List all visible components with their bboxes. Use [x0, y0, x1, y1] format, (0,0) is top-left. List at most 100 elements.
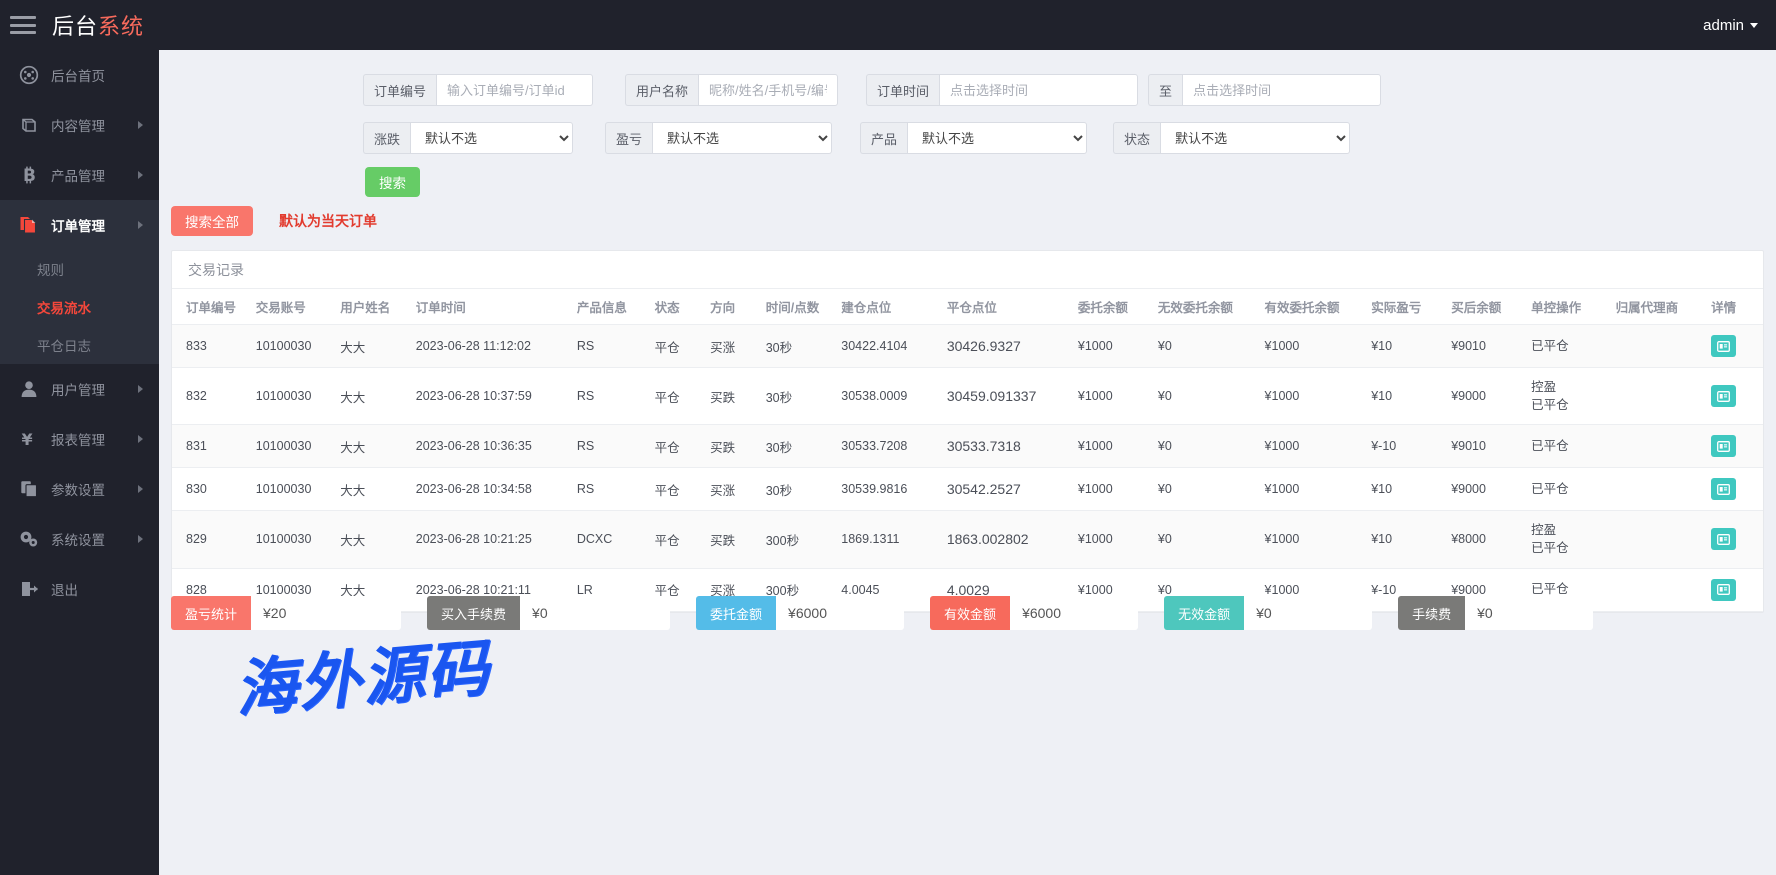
- cell-duration: 30秒: [759, 467, 836, 512]
- user-menu[interactable]: admin: [1703, 17, 1758, 34]
- th-direction: 方向: [704, 289, 760, 325]
- cell-duration: 300秒: [759, 510, 836, 569]
- summary-label: 盈亏统计: [171, 596, 252, 630]
- th-order-no: 订单编号: [172, 289, 250, 325]
- product-select[interactable]: 默认不选: [907, 122, 1088, 154]
- cell-direction: 买跌: [704, 367, 760, 426]
- search-button[interactable]: 搜索: [365, 167, 420, 197]
- summary-label: 委托金额: [696, 596, 777, 630]
- filter-profit-label: 盈亏: [605, 122, 653, 154]
- sidebar-item-label: 系统设置: [51, 533, 105, 548]
- svg-text:B: B: [23, 166, 36, 185]
- cell-duration: 30秒: [759, 324, 836, 368]
- cell-user: 大大: [334, 467, 410, 512]
- sidebar-subitem-transactions[interactable]: 交易流水: [0, 288, 159, 326]
- table-row[interactable]: 831 10100030 大大 2023-06-28 10:36:35 RS 平仓 买跌 30…: [172, 424, 1763, 469]
- hamburger-icon[interactable]: [10, 16, 36, 34]
- order-time-start-input[interactable]: [939, 74, 1139, 106]
- sidebar-item-logout[interactable]: 退出: [0, 564, 159, 614]
- filter-user-name: 用户名称: [625, 74, 839, 106]
- user-name-input[interactable]: [698, 74, 839, 106]
- direction-select[interactable]: 默认不选: [410, 122, 574, 154]
- summary-value: ¥6000: [776, 596, 905, 630]
- status-select[interactable]: 默认不选: [1160, 122, 1351, 154]
- th-status: 状态: [648, 289, 705, 325]
- sidebar: 后台首页 内容管理 B 产品管理 订单管理 规则 交易流水 平仓日志: [0, 50, 159, 875]
- sidebar-item-system[interactable]: 系统设置: [0, 514, 159, 564]
- brand-logo[interactable]: 后台系统: [52, 9, 144, 41]
- th-agent: 归属代理商: [1609, 289, 1706, 325]
- cell-entrust: ¥1000: [1071, 424, 1152, 469]
- detail-icon[interactable]: [1711, 435, 1737, 458]
- cell-account: 10100030: [249, 467, 335, 512]
- sidebar-item-reports[interactable]: ¥ 报表管理: [0, 414, 159, 464]
- sidebar-item-label: 退出: [51, 583, 78, 598]
- cell-duration: 30秒: [759, 367, 836, 426]
- cell-status: 平仓: [648, 324, 705, 368]
- table-row[interactable]: 830 10100030 大大 2023-06-28 10:34:58 RS 平仓 买涨 30…: [172, 467, 1763, 512]
- cell-product: RS: [570, 324, 649, 368]
- cell-status: 平仓: [648, 510, 705, 569]
- detail-icon[interactable]: [1711, 578, 1737, 601]
- detail-icon[interactable]: [1711, 335, 1737, 357]
- cell-balance-after: ¥9000: [1445, 367, 1526, 426]
- detail-icon[interactable]: [1711, 478, 1737, 501]
- cell-entrust: ¥1000: [1071, 510, 1152, 569]
- sidebar-item-dashboard[interactable]: 后台首页: [0, 50, 159, 100]
- control-tag: 已平仓: [1531, 541, 1569, 556]
- cell-close-price: 30533.7318: [940, 424, 1072, 469]
- brand-accent: 系统: [98, 14, 145, 39]
- cell-order-no: 833: [172, 324, 250, 368]
- th-open-price: 建仓点位: [835, 289, 941, 325]
- cell-entrust: ¥1000: [1071, 367, 1152, 426]
- detail-icon[interactable]: [1711, 528, 1737, 551]
- cell-close-price: 1863.002802: [940, 510, 1072, 569]
- search-all-button[interactable]: 搜索全部: [171, 206, 253, 236]
- cell-entrust: ¥1000: [1071, 467, 1152, 512]
- th-balance-after: 买后余额: [1445, 289, 1526, 325]
- sidebar-item-params[interactable]: 参数设置: [0, 464, 159, 514]
- cell-close-price: 30426.9327: [940, 324, 1072, 368]
- cell-balance-after: ¥9010: [1445, 324, 1526, 368]
- sidebar-subitem-close-log[interactable]: 平仓日志: [0, 326, 159, 364]
- gears-icon: [18, 528, 40, 550]
- cell-open-price: 30533.7208: [835, 424, 941, 469]
- sidebar-item-label: 内容管理: [51, 119, 105, 134]
- summary-group: 盈亏统计 ¥20: [171, 596, 402, 630]
- table-row[interactable]: 829 10100030 大大 2023-06-28 10:21:25 DCXC 平仓 买跌…: [172, 510, 1763, 569]
- filter-row-1: 订单编号 用户名称 订单时间 至: [159, 66, 1382, 114]
- cell-close-price: 30542.2527: [940, 467, 1072, 512]
- table-row[interactable]: 833 10100030 大大 2023-06-28 11:12:02 RS 平仓 买涨 30…: [172, 324, 1763, 368]
- user-icon: [18, 378, 40, 400]
- top-bar: 后台系统 admin: [0, 0, 1776, 50]
- cell-duration: 30秒: [759, 424, 836, 469]
- copy-icon: [18, 478, 40, 500]
- sidebar-item-content[interactable]: 内容管理: [0, 100, 159, 150]
- hamburger-line: [10, 23, 36, 27]
- cell-detail: [1705, 467, 1763, 512]
- cell-agent: [1609, 424, 1706, 469]
- summary-group: 有效金额 ¥6000: [930, 596, 1139, 630]
- cell-detail: [1705, 510, 1763, 569]
- chevron-right-icon: [138, 385, 143, 393]
- chevron-right-icon: [138, 485, 143, 493]
- cell-detail: [1705, 324, 1763, 368]
- cell-balance-after: ¥9000: [1445, 467, 1526, 512]
- sidebar-item-label: 订单管理: [51, 219, 105, 234]
- sidebar-item-users[interactable]: 用户管理: [0, 364, 159, 414]
- transactions-card: 交易记录 订单编号 交易账号 用户姓名 订单时间 产品信息 状态 方向 时间/点…: [171, 250, 1764, 613]
- filter-order-no-label: 订单编号: [363, 74, 437, 106]
- sidebar-item-orders[interactable]: 订单管理: [0, 200, 159, 250]
- detail-icon[interactable]: [1711, 385, 1737, 408]
- th-duration: 时间/点数: [759, 289, 836, 325]
- cell-invalid-entrust: ¥0: [1151, 510, 1259, 569]
- sidebar-item-product[interactable]: B 产品管理: [0, 150, 159, 200]
- profit-select[interactable]: 默认不选: [652, 122, 833, 154]
- order-time-end-input[interactable]: [1182, 74, 1382, 106]
- cell-order-no: 831: [172, 424, 250, 469]
- sidebar-subitem-rules[interactable]: 规则: [0, 250, 159, 288]
- card-title: 交易记录: [172, 251, 1763, 289]
- table-row[interactable]: 832 10100030 大大 2023-06-28 10:37:59 RS 平仓 买跌 30…: [172, 367, 1763, 426]
- table-head: 订单编号 交易账号 用户姓名 订单时间 产品信息 状态 方向 时间/点数 建仓点…: [172, 289, 1763, 325]
- order-no-input[interactable]: [436, 74, 594, 106]
